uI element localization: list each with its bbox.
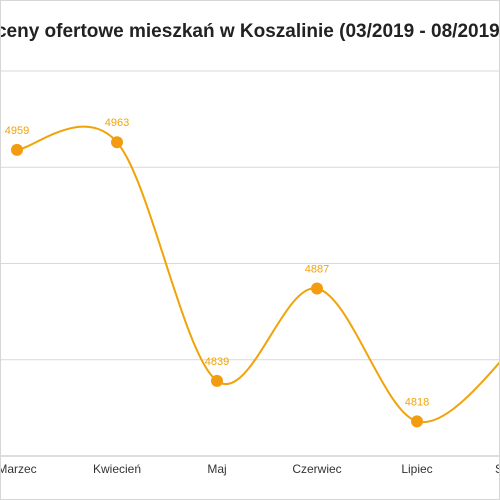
x-tick-label: Czerwiec (292, 462, 341, 476)
x-tick-label: Lipiec (401, 462, 432, 476)
data-label: 4959 (5, 125, 29, 137)
data-point (11, 143, 23, 156)
data-label: 4963 (105, 117, 129, 129)
data-label: 4887 (305, 264, 329, 276)
x-tick-label: Sierpień (495, 462, 500, 476)
x-tick-label: Marzec (1, 462, 37, 476)
data-point (411, 415, 423, 428)
x-tick-label: Kwiecień (93, 462, 141, 476)
data-point (311, 282, 323, 295)
series-line (16, 125, 499, 424)
data-label: 4818 (405, 396, 429, 408)
chart-title: Średnie ceny ofertowe mieszkań w Koszali… (0, 21, 500, 42)
x-tick-label: Maj (207, 462, 226, 476)
data-point (111, 136, 123, 149)
data-label: 4839 (205, 356, 229, 368)
data-point (211, 374, 223, 387)
